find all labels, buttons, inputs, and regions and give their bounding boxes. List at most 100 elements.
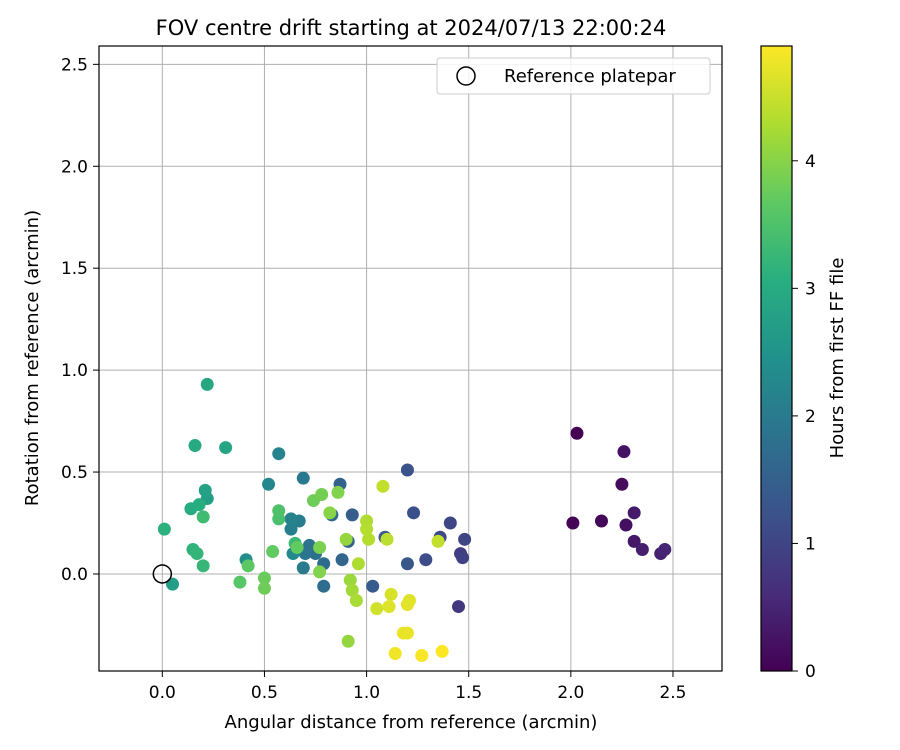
- data-point: [188, 439, 202, 453]
- colorbar-label: Hours from first FF file: [827, 258, 848, 459]
- legend-label: Reference platepar: [504, 66, 676, 87]
- colorbar-gradient: [760, 45, 793, 672]
- y-axis-ticks: 0.0 0.5 1.0 1.5 2.0 2.5: [61, 55, 99, 585]
- x-tick-label: 2.0: [557, 683, 584, 703]
- x-tick-label: 0.5: [251, 683, 278, 703]
- data-point: [343, 573, 357, 587]
- data-point: [400, 557, 414, 571]
- data-point: [452, 600, 466, 614]
- data-point: [313, 540, 327, 554]
- data-point: [317, 579, 331, 593]
- data-point: [339, 532, 353, 546]
- data-point: [570, 426, 584, 440]
- x-tick-label: 0.0: [149, 683, 176, 703]
- plot-frame: [98, 45, 723, 672]
- x-axis-ticks: 0.0 0.5 1.0 1.5 2.0 2.5: [149, 671, 687, 703]
- data-point: [296, 561, 310, 575]
- data-point: [284, 522, 298, 536]
- y-tick-label: 0.0: [61, 565, 88, 585]
- colorbar: 0 1 2 3 4 Hours from first FF file: [760, 45, 848, 682]
- data-point: [272, 504, 286, 518]
- data-point: [366, 579, 380, 593]
- data-point: [435, 644, 449, 658]
- legend-marker: [456, 66, 476, 86]
- legend-box: [436, 57, 711, 95]
- data-point: [380, 532, 394, 546]
- x-tick-label: 1.0: [353, 683, 380, 703]
- data-point: [594, 514, 608, 528]
- data-point: [296, 471, 310, 485]
- legend: Reference platepar: [436, 57, 711, 95]
- y-tick-label: 2.5: [61, 55, 88, 75]
- colorbar-ticks: 0 1 2 3 4: [792, 152, 816, 682]
- data-point: [262, 477, 276, 491]
- data-point: [196, 559, 210, 573]
- data-point: [362, 532, 376, 546]
- data-point: [627, 534, 641, 548]
- data-point: [627, 506, 641, 520]
- data-point: [331, 485, 345, 499]
- grid: [99, 46, 722, 671]
- data-point: [415, 649, 429, 663]
- data-point: [384, 587, 398, 601]
- colorbar-tick-label: 0: [805, 662, 816, 682]
- plot-area: 0.0 0.5 1.0 1.5 2.0 2.5 0.0 0.5 1.0 1.5 2.0 2.5: [61, 45, 723, 703]
- data-point: [617, 445, 631, 459]
- data-point: [290, 540, 304, 554]
- data-point: [341, 634, 355, 648]
- reference-platepar-marker: [152, 564, 173, 584]
- data-point: [349, 593, 363, 607]
- data-point: [323, 506, 337, 520]
- x-axis-label: Angular distance from reference (arcmin): [225, 712, 598, 733]
- data-point: [566, 516, 580, 530]
- data-point: [345, 508, 359, 522]
- data-point: [443, 516, 457, 530]
- data-point: [198, 483, 212, 497]
- data-point: [272, 447, 286, 461]
- data-point: [400, 598, 414, 612]
- y-tick-label: 1.5: [61, 259, 88, 279]
- data-point: [360, 522, 374, 536]
- data-point: [335, 553, 349, 567]
- data-point: [388, 646, 402, 660]
- data-point: [619, 518, 633, 532]
- y-axis-label: Rotation from reference (arcmin): [22, 210, 43, 506]
- data-point: [315, 487, 329, 501]
- y-tick-label: 0.5: [61, 463, 88, 483]
- data-point: [241, 559, 255, 573]
- colorbar-tick-label: 1: [805, 534, 816, 554]
- data-point: [266, 545, 280, 559]
- y-tick-label: 1.0: [61, 361, 88, 381]
- data-point: [192, 498, 206, 512]
- plot-background: [99, 46, 722, 671]
- data-point: [196, 510, 210, 524]
- data-point: [190, 547, 204, 561]
- colorbar-tick-label: 2: [805, 407, 816, 427]
- data-point: [615, 477, 629, 491]
- colorbar-tick-label: 4: [805, 152, 816, 172]
- data-point: [200, 377, 214, 391]
- data-point: [407, 506, 421, 520]
- data-point: [257, 581, 271, 595]
- data-point: [456, 551, 470, 565]
- data-point: [233, 575, 247, 589]
- data-point: [400, 463, 414, 477]
- data-point: [400, 626, 414, 640]
- data-point: [166, 577, 180, 591]
- data-point: [419, 553, 433, 567]
- x-tick-label: 2.5: [659, 683, 686, 703]
- data-point: [284, 512, 298, 526]
- data-point: [458, 532, 472, 546]
- data-point: [157, 522, 171, 536]
- data-point: [219, 441, 233, 455]
- data-point: [257, 571, 271, 585]
- data-point: [351, 557, 365, 571]
- y-tick-label: 2.0: [61, 157, 88, 177]
- data-point: [313, 565, 327, 579]
- data-point: [382, 600, 396, 614]
- data-point: [431, 534, 445, 548]
- data-point: [376, 479, 390, 493]
- chart-title: FOV centre drift starting at 2024/07/13 …: [156, 16, 667, 40]
- colorbar-tick-label: 3: [805, 279, 816, 299]
